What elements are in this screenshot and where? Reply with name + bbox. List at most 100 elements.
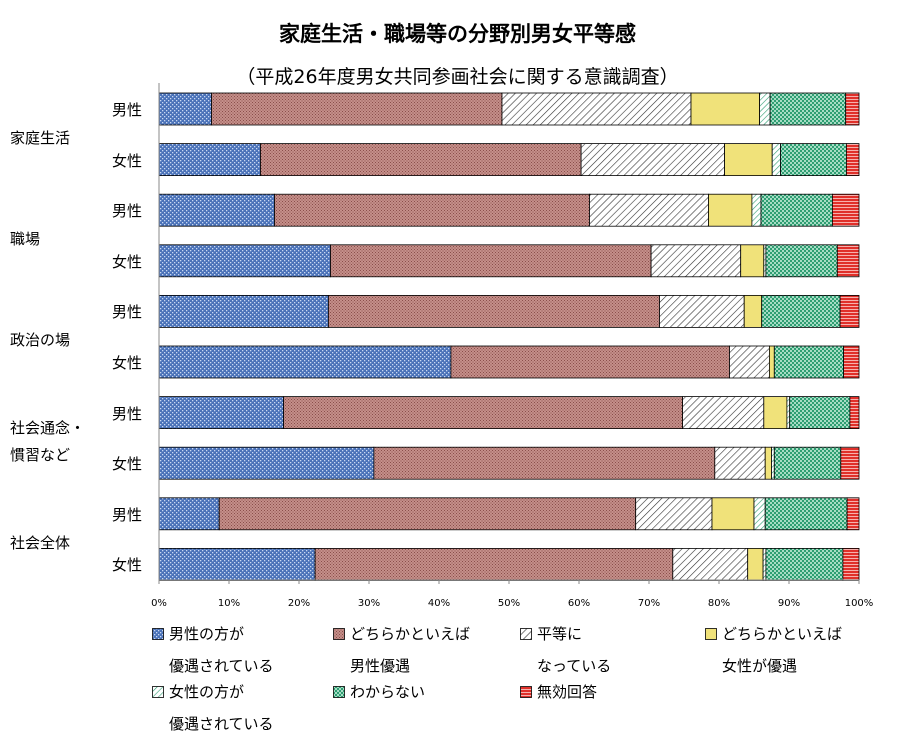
bar-segment [751,193,762,227]
bar-segment [580,143,725,177]
legend-label: 男性の方が 優遇されている [169,625,274,675]
group-label: 職場 [10,230,41,248]
bar-segment [711,497,755,531]
legend-item: 女性の方が 優遇されている [152,682,352,742]
bar-segment [314,548,674,581]
bar-segment [158,446,375,480]
bar-segment [846,497,860,531]
bar-segment [845,92,860,126]
bar-segment [789,396,851,430]
bar-segment [589,193,709,227]
bar-segment [501,92,692,126]
x-tick-label: 40% [428,598,450,609]
x-tick-label: 60% [568,598,590,609]
bar-segment [158,497,220,531]
row-label: 女性 [111,556,142,575]
bar-segment [740,244,765,278]
x-tick-label: 0% [151,598,167,609]
bar-segment [842,548,860,581]
bar-segment [846,143,860,177]
legend-item: どちらかといえば 男性優遇 [333,624,533,684]
bar-segment [839,294,860,328]
bar-segment [771,446,775,480]
bar-segment [765,244,838,278]
bar-segment [274,193,590,227]
x-axis: 0% 10% 20% 30% 40% 50% 60% 70% 80% 90% 100% [151,83,873,609]
legend-label: 平等に なっている [537,625,612,675]
legend-swatch [520,628,532,640]
legend-swatch [333,628,345,640]
bar-segment [786,396,791,430]
row-label: 男性 [111,303,142,322]
bar-segment [260,143,582,177]
bars-layer [158,92,860,581]
bar-segment [682,396,765,430]
bar-segment [714,446,766,480]
bar-segment [773,446,842,480]
bar-segment [773,345,844,379]
group-label: 社会通念・ 慣習など [10,418,86,464]
group-label: 社会全体 [10,533,71,552]
bar-segment [771,143,782,177]
legend-item: どちらかといえば 女性が優遇 [705,624,905,684]
legend-swatch [152,686,164,698]
bar-segment [765,548,844,581]
bar-segment [747,548,764,581]
bar-segment [218,497,637,531]
bar-segment [158,396,284,430]
bar-segment [729,345,770,379]
bar-segment [158,143,261,177]
row-label: 男性 [111,202,142,221]
bar-segment [283,396,684,430]
bar-segment [769,92,847,126]
x-tick-label: 70% [638,598,660,609]
bar-segment [836,244,860,278]
row-label: 女性 [111,354,142,372]
x-tick-label: 100% [845,598,874,609]
bar-segment [330,244,652,278]
bar-segment [832,193,860,227]
bar-segment [764,446,772,480]
legend-swatch [705,628,717,640]
x-tick-label: 30% [358,598,380,609]
bar-segment [450,345,730,379]
row-label: 女性 [111,455,142,474]
chart-subtitle: （平成26年度男女共同参画社会に関する意識調査） [236,66,679,88]
bar-segment [650,244,742,278]
bar-segment [158,345,452,379]
bar-segment [761,294,841,328]
bar-segment [158,92,212,126]
legend-item: 平等に なっている [520,624,720,684]
bar-segment [762,548,767,581]
bar-segment [635,497,713,531]
legend-swatch [333,686,345,698]
group-label: 政治の場 [10,331,71,350]
bar-segment [843,345,860,379]
bar-segment [763,396,788,430]
legend-label: どちらかといえば 男性優遇 [350,625,471,675]
x-tick-label: 90% [778,598,800,609]
legend-swatch [520,686,532,698]
bar-segment [672,548,749,581]
bar-segment [158,244,331,278]
row-label: 男性 [111,404,142,423]
bar-segment [158,193,275,227]
legend-item: 男性の方が 優遇されている [152,624,352,684]
bar-segment [690,92,760,126]
legend-item: 無効回答 [520,682,720,742]
bar-segment [211,92,503,126]
bar-segment [659,294,745,328]
group-label: 家庭生活 [10,128,71,147]
x-tick-label: 50% [498,598,520,609]
x-tick-label: 80% [708,598,730,609]
bar-segment [753,497,766,531]
bar-segment [743,294,763,328]
x-tick-label: 20% [288,598,310,609]
bar-segment [759,92,771,126]
bar-segment [840,446,860,480]
row-label: 女性 [111,252,142,271]
bar-segment [780,143,847,177]
x-tick-label: 10% [218,598,240,609]
bar-segment [724,143,773,177]
